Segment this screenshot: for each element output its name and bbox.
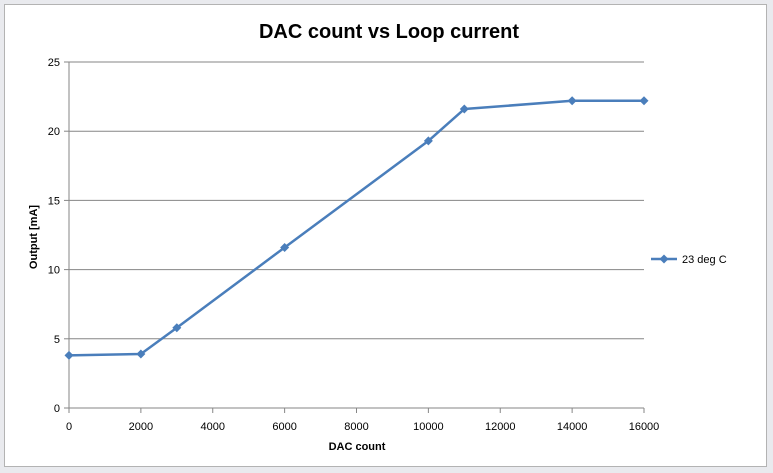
x-tick-label: 10000: [413, 421, 444, 433]
y-tick-label: 20: [48, 126, 60, 138]
chart-area[interactable]: DAC count vs Loop current 0 2000 4000 6000 8…: [4, 4, 767, 467]
x-tick-label: 4000: [201, 421, 225, 433]
x-tick-label: 16000: [629, 421, 660, 433]
y-tick-label: 0: [54, 403, 60, 415]
chart-title: DAC count vs Loop current: [259, 21, 519, 43]
x-tick-label: 2000: [129, 421, 153, 433]
x-tick-label: 12000: [485, 421, 516, 433]
data-point: [172, 323, 182, 333]
series-layer: [64, 96, 649, 360]
y-tick-label: 25: [48, 57, 60, 69]
gridlines: [69, 61, 644, 340]
y-tick-label: 10: [48, 265, 60, 277]
line-chart: DAC count vs Loop current 0 2000 4000 6000 8…: [28, 21, 727, 453]
data-point: [567, 96, 577, 106]
legend-label: 23 deg C: [682, 254, 727, 266]
x-tick-label: 8000: [344, 421, 368, 433]
data-point: [639, 96, 649, 106]
x-axis-title: DAC count: [329, 441, 386, 453]
data-point: [136, 349, 146, 359]
y-tick-labels: 0 5 10 15 20 25: [48, 57, 60, 415]
y-axis-title: Output [mA]: [28, 205, 40, 269]
y-tick-label: 15: [48, 195, 60, 207]
y-tick-label: 5: [54, 334, 60, 346]
legend[interactable]: 23 deg C: [651, 254, 727, 266]
x-tick-label: 14000: [557, 421, 588, 433]
axes: [64, 61, 645, 413]
data-point: [64, 350, 74, 360]
series-line-0: [68, 99, 644, 357]
data-point: [459, 104, 469, 114]
x-tick-labels: 0 2000 4000 6000 8000 10000 12000 14000 16000: [66, 421, 659, 433]
legend-marker-diamond: [659, 254, 669, 264]
data-point: [423, 136, 433, 146]
x-tick-label: 6000: [272, 421, 296, 433]
x-tick-label: 0: [66, 421, 72, 433]
data-point: [280, 242, 290, 252]
